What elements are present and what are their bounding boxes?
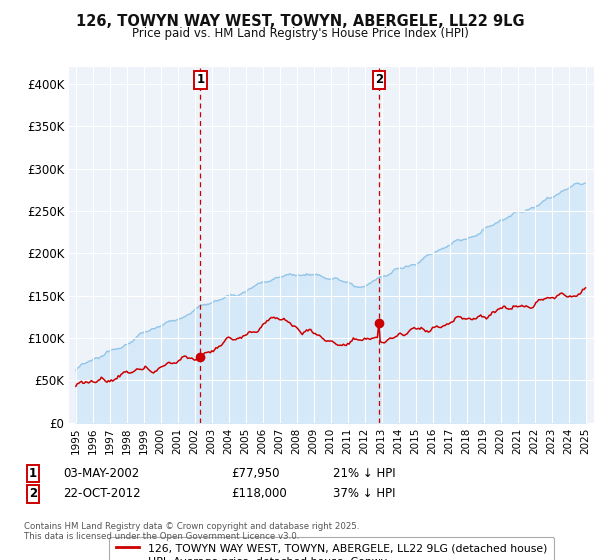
Text: 22-OCT-2012: 22-OCT-2012	[63, 487, 140, 501]
Text: Contains HM Land Registry data © Crown copyright and database right 2025.
This d: Contains HM Land Registry data © Crown c…	[24, 522, 359, 542]
Text: 126, TOWYN WAY WEST, TOWYN, ABERGELE, LL22 9LG: 126, TOWYN WAY WEST, TOWYN, ABERGELE, LL…	[76, 14, 524, 29]
Text: 21% ↓ HPI: 21% ↓ HPI	[333, 466, 395, 480]
Text: £77,950: £77,950	[231, 466, 280, 480]
Text: 37% ↓ HPI: 37% ↓ HPI	[333, 487, 395, 501]
Text: 2: 2	[375, 73, 383, 86]
Text: 1: 1	[196, 73, 205, 86]
Text: Price paid vs. HM Land Registry's House Price Index (HPI): Price paid vs. HM Land Registry's House …	[131, 27, 469, 40]
Text: 1: 1	[29, 466, 37, 480]
Text: 03-MAY-2002: 03-MAY-2002	[63, 466, 139, 480]
Text: £118,000: £118,000	[231, 487, 287, 501]
Legend: 126, TOWYN WAY WEST, TOWYN, ABERGELE, LL22 9LG (detached house), HPI: Average pr: 126, TOWYN WAY WEST, TOWYN, ABERGELE, LL…	[109, 536, 554, 560]
Text: 2: 2	[29, 487, 37, 501]
